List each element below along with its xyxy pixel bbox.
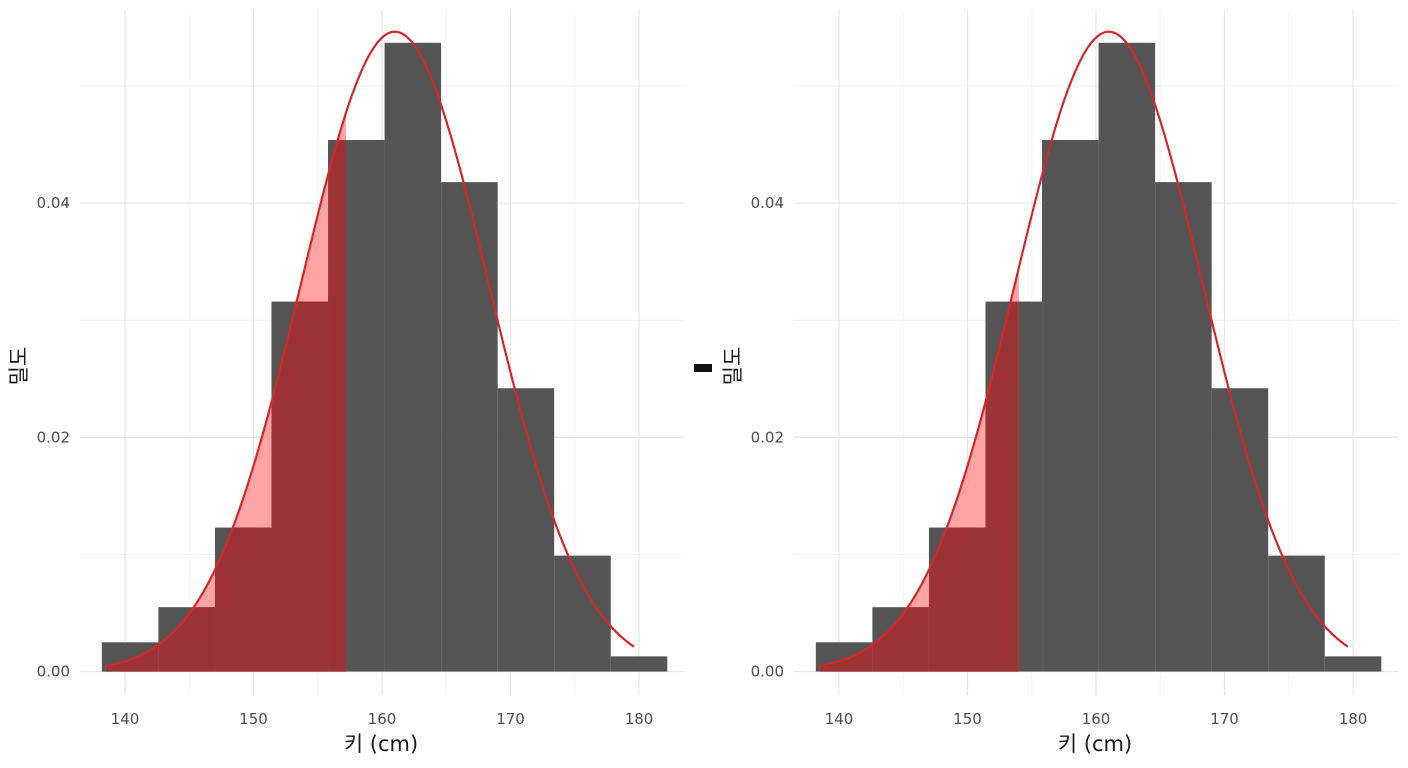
right-x-tick-label: 180 bbox=[1339, 710, 1368, 728]
right-y-axis-title: 밀도 bbox=[721, 347, 745, 386]
right-histogram-bar bbox=[1268, 555, 1325, 672]
right-x-tick-label: 160 bbox=[1082, 710, 1111, 728]
left-x-tick-labels: 140 150 160 170 180 bbox=[111, 710, 654, 728]
right-shaded-bars bbox=[819, 267, 1019, 672]
left-x-tick-label: 150 bbox=[239, 710, 268, 728]
left-histogram-bar bbox=[497, 388, 555, 672]
left-y-tick-label: 0.04 bbox=[37, 194, 70, 212]
left-x-axis-title: 키 (cm) bbox=[344, 732, 418, 756]
left-y-tick-label: 0.02 bbox=[37, 428, 70, 446]
left-shaded-bar-overlap bbox=[214, 527, 272, 672]
text-cursor-mark bbox=[694, 364, 712, 372]
left-histogram-bar bbox=[610, 656, 668, 672]
left-y-axis-title: 밀도 bbox=[7, 347, 31, 386]
left-shaded-bar-overlap bbox=[271, 301, 329, 672]
right-histogram-bar bbox=[1324, 656, 1382, 672]
left-y-tick-labels: 0.00 0.02 0.04 bbox=[37, 194, 70, 680]
right-y-tick-label: 0.00 bbox=[751, 663, 784, 681]
right-shaded-bar-overlap bbox=[819, 644, 873, 672]
right-histogram-bar bbox=[1042, 139, 1099, 672]
left-shaded-bars bbox=[105, 112, 347, 672]
right-x-tick-label: 140 bbox=[825, 710, 854, 728]
left-y-tick-label: 0.00 bbox=[37, 663, 70, 681]
left-density-curve-layer bbox=[105, 30, 635, 668]
left-histogram-bar bbox=[441, 182, 498, 672]
left-shaded-bar-overlap bbox=[105, 644, 159, 672]
right-x-tick-labels: 140 150 160 170 180 bbox=[825, 710, 1368, 728]
left-x-tick-label: 180 bbox=[625, 710, 654, 728]
right-histogram-panel: 140 150 160 170 180 0.00 0.02 0.04 키 (cm) 밀도 bbox=[694, 10, 1398, 756]
right-y-tick-labels: 0.00 0.02 0.04 bbox=[751, 194, 784, 680]
right-y-tick-label: 0.02 bbox=[751, 428, 784, 446]
right-histogram-bar bbox=[1098, 42, 1156, 672]
right-shaded-bar-overlap bbox=[928, 527, 986, 672]
left-x-tick-label: 160 bbox=[368, 710, 397, 728]
right-shaded-bar-overlap bbox=[985, 301, 1019, 672]
left-histogram-bar bbox=[384, 42, 442, 672]
left-density-curve bbox=[105, 30, 635, 668]
left-x-tick-label: 170 bbox=[496, 710, 525, 728]
right-histogram-bar bbox=[1155, 182, 1212, 672]
right-x-axis-title: 키 (cm) bbox=[1058, 732, 1132, 756]
right-density-curve bbox=[819, 30, 1349, 668]
right-shaded-bar-overlap bbox=[872, 607, 929, 672]
left-histogram-panel: 140 150 160 170 180 0.00 0.02 0.04 키 (cm) 밀도 bbox=[7, 10, 684, 756]
right-x-tick-label: 150 bbox=[953, 710, 982, 728]
right-density-curve-layer bbox=[819, 30, 1349, 668]
right-x-tick-label: 170 bbox=[1210, 710, 1239, 728]
left-shaded-bar-overlap bbox=[158, 607, 215, 672]
left-x-tick-label: 140 bbox=[111, 710, 140, 728]
left-histogram-bar bbox=[554, 555, 611, 672]
right-histogram-bar bbox=[1211, 388, 1269, 672]
right-y-tick-label: 0.04 bbox=[751, 194, 784, 212]
left-shaded-bar-overlap bbox=[328, 139, 347, 672]
